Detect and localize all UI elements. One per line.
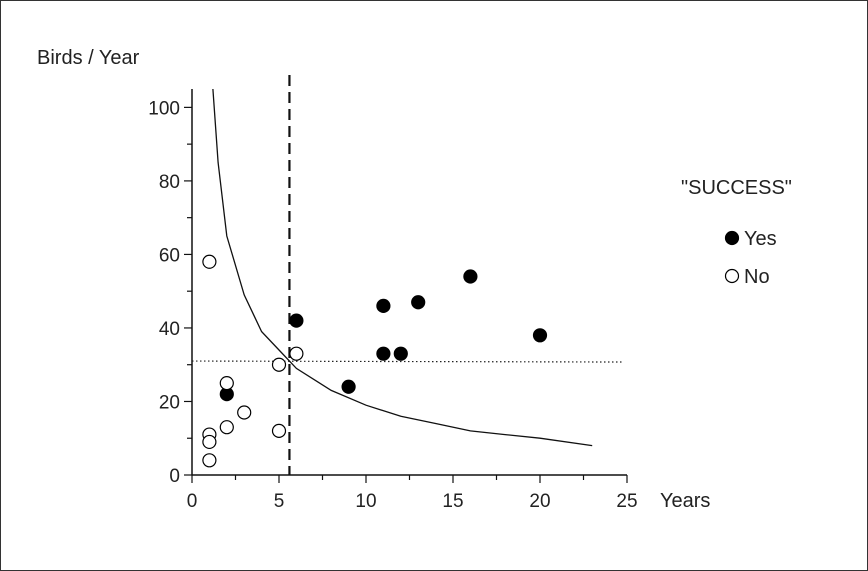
data-point-yes bbox=[289, 313, 304, 328]
y-tick-label: 40 bbox=[159, 319, 180, 340]
y-tick-label: 20 bbox=[159, 392, 180, 413]
x-tick-label: 5 bbox=[274, 491, 285, 512]
data-point-no bbox=[289, 346, 304, 361]
data-point-no bbox=[219, 420, 234, 435]
data-point-yes bbox=[376, 298, 391, 313]
y-tick-label: 100 bbox=[148, 98, 180, 119]
fitted-curve bbox=[212, 88, 593, 447]
y-axis-label: Birds / Year bbox=[37, 47, 140, 69]
horizontal-dotted-line bbox=[191, 360, 624, 363]
data-point-yes bbox=[393, 346, 408, 361]
legend-label-yes: Yes bbox=[744, 228, 777, 250]
x-tick-label: 0 bbox=[187, 491, 198, 512]
x-tick-label: 10 bbox=[355, 491, 376, 512]
data-point-no bbox=[202, 453, 217, 468]
y-tick-label: 0 bbox=[169, 466, 180, 487]
y-tick-label: 60 bbox=[159, 245, 180, 266]
data-point-yes bbox=[376, 346, 391, 361]
x-tick-label: 25 bbox=[616, 491, 637, 512]
x-axis-label: Years bbox=[660, 490, 710, 512]
data-point-no bbox=[271, 423, 287, 438]
data-point-yes bbox=[463, 269, 478, 284]
data-point-no bbox=[219, 375, 234, 391]
y-tick-label: 80 bbox=[159, 172, 180, 193]
data-point-yes bbox=[411, 295, 426, 310]
data-point-no bbox=[202, 254, 217, 269]
legend-marker-no bbox=[724, 268, 740, 284]
x-tick-label: 20 bbox=[529, 491, 550, 512]
legend-marker-yes bbox=[724, 230, 740, 246]
data-point-no bbox=[271, 357, 287, 372]
legend-title: "SUCCESS" bbox=[681, 177, 792, 199]
legend-label-no: No bbox=[744, 266, 770, 288]
data-point-yes bbox=[532, 328, 548, 343]
x-tick-label: 15 bbox=[442, 491, 463, 512]
data-point-no bbox=[202, 434, 217, 450]
data-point-no bbox=[237, 405, 252, 420]
data-point-yes bbox=[341, 379, 356, 394]
